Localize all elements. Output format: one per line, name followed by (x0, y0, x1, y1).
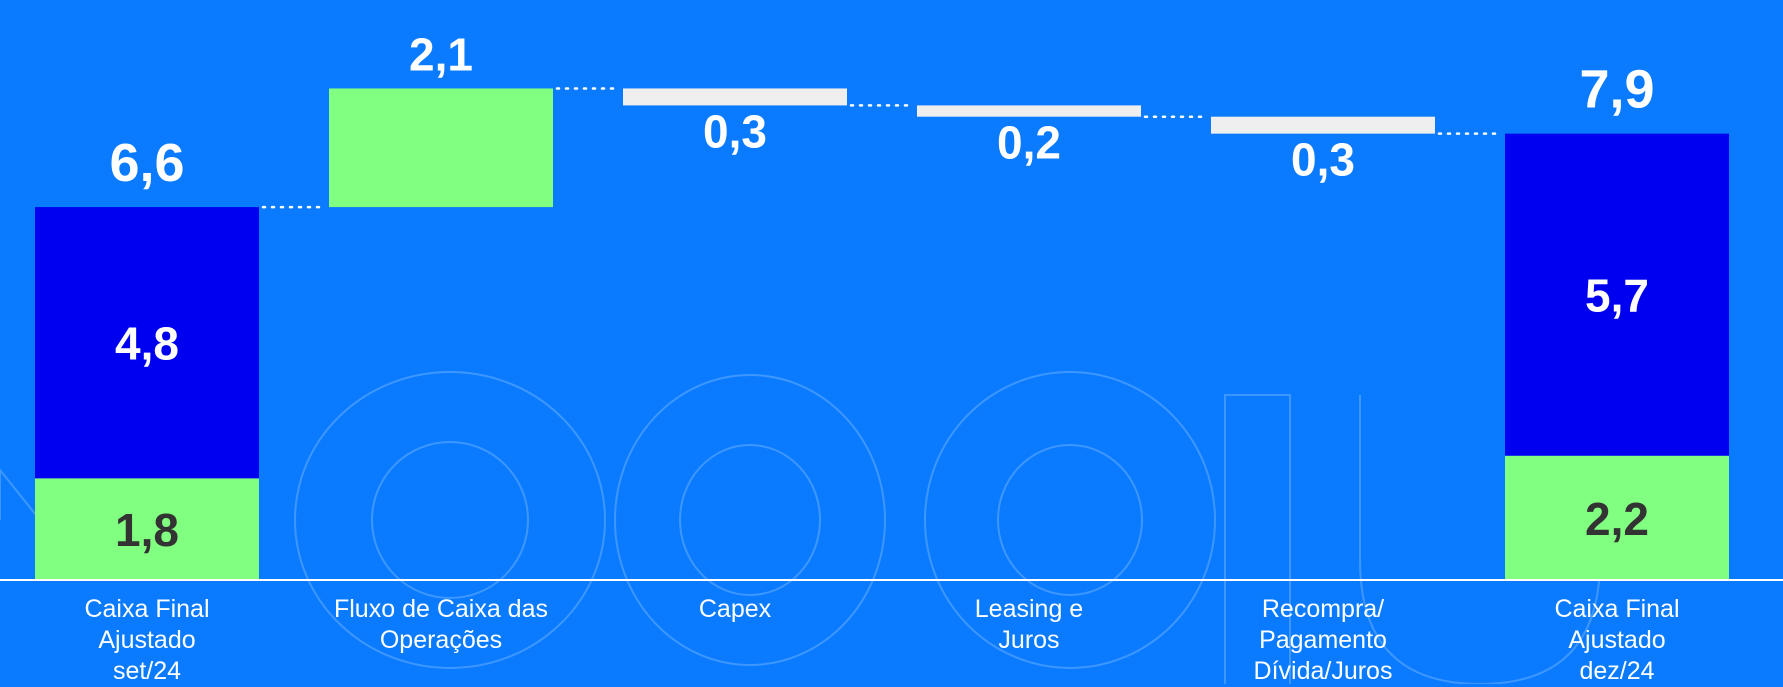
category-label: Recompra/Pagamento Dívida/Juros (1203, 594, 1443, 687)
watermark-letter-a-outer (294, 371, 606, 669)
segment-value-label: 4,8 (115, 318, 179, 370)
segment-value-label: 1,8 (115, 504, 179, 556)
segment-value-label: 5,7 (1585, 270, 1649, 322)
watermark-letter-g-inner (679, 444, 821, 596)
bar-increase-1 (329, 88, 553, 208)
category-label: Capex (615, 594, 855, 625)
category-label: Fluxo de Caixa das Operações (321, 594, 561, 656)
category-label-line: Caixa Final (1554, 595, 1680, 623)
watermark-letter-g-outer (614, 374, 886, 666)
category-label-line: Operações (379, 626, 503, 654)
category-label-line: Dívida/Juros (1253, 657, 1393, 685)
category-label: Caixa Final Ajustado dez/24 (1497, 594, 1737, 687)
category-label-line: Juros (998, 626, 1060, 654)
bar-decrease-4 (1211, 116, 1435, 134)
total-value-label: 7,9 (1579, 60, 1654, 120)
category-label-line: set/24 (112, 657, 182, 685)
category-label-line: Caixa Final (84, 595, 210, 623)
delta-value-label: 0,3 (703, 105, 767, 157)
bar-segment-5-0 (1505, 455, 1729, 580)
delta-value-label: 2,1 (409, 28, 473, 80)
category-label-line: dez/24 (1579, 657, 1655, 685)
bar-decrease-3 (917, 105, 1141, 117)
category-label: Caixa Final Ajustado set/24 (27, 594, 267, 687)
bars-layer (35, 88, 1729, 580)
category-label-line: Leasing e (974, 595, 1084, 623)
category-label-line: Ajustado (1568, 626, 1666, 654)
value-labels-layer: 1,8 4,8 6,6 2,1 0,3 0,2 0,3 2,2 5,7 7,9 (109, 28, 1654, 556)
category-label-line: Fluxo de Caixa das (333, 595, 548, 623)
watermark-letter-a2-inner (997, 444, 1143, 596)
bar-segment-0-0 (35, 478, 259, 580)
segment-value-label: 2,2 (1585, 493, 1649, 545)
watermark-letter-l (1224, 394, 1291, 684)
watermark-letter-u (1359, 395, 1601, 684)
watermark-logo (0, 371, 1601, 684)
total-value-label: 6,6 (109, 133, 184, 193)
connectors-layer (261, 87, 1503, 209)
bar-segment-0-1 (35, 207, 259, 479)
bar-segment-5-1 (1505, 133, 1729, 456)
category-label-line: Pagamento (1259, 626, 1387, 654)
category-label-line: Ajustado (98, 626, 196, 654)
category-label: Leasing e Juros (909, 594, 1149, 656)
watermark-letter-a-inner (371, 441, 529, 599)
watermark-letter-a2-outer (924, 371, 1216, 669)
category-label-line: Recompra/ (1261, 595, 1385, 623)
delta-value-label: 0,2 (997, 117, 1061, 169)
bar-decrease-2 (623, 88, 847, 106)
delta-value-label: 0,3 (1291, 134, 1355, 186)
category-label-line: Capex (698, 595, 772, 623)
